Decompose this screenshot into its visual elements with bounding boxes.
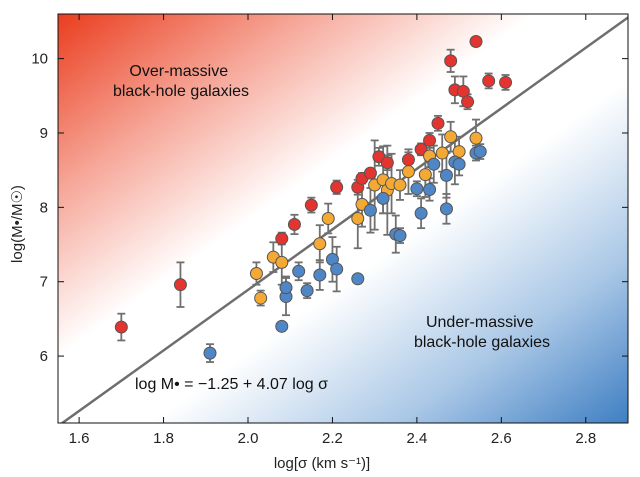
data-point bbox=[363, 166, 377, 180]
annotation-under-line-1: Under-massive bbox=[426, 314, 534, 331]
data-point bbox=[427, 157, 441, 171]
data-point bbox=[401, 153, 415, 167]
data-point bbox=[444, 54, 458, 68]
data-point bbox=[410, 182, 424, 196]
plot-frame bbox=[57, 13, 629, 424]
data-point bbox=[321, 212, 335, 225]
x-tick-label: 2.8 bbox=[575, 430, 596, 447]
data-point bbox=[473, 145, 487, 159]
data-point bbox=[435, 146, 449, 160]
data-point bbox=[452, 157, 466, 171]
data-point bbox=[444, 130, 458, 144]
data-point bbox=[482, 74, 496, 88]
data-point bbox=[469, 35, 483, 49]
data-point bbox=[439, 168, 453, 182]
data-point bbox=[275, 255, 289, 269]
data-point bbox=[393, 229, 407, 243]
x-tick-label: 2.4 bbox=[406, 430, 427, 447]
data-point bbox=[363, 203, 377, 217]
data-point bbox=[254, 291, 268, 305]
data-point bbox=[300, 284, 314, 298]
y-tick-label: 9 bbox=[40, 125, 48, 142]
data-point bbox=[401, 165, 415, 179]
data-point bbox=[279, 281, 293, 295]
data-point bbox=[461, 95, 475, 109]
x-tick-label: 1.6 bbox=[69, 430, 90, 447]
data-point bbox=[469, 131, 483, 145]
plot-background bbox=[58, 14, 628, 423]
data-point bbox=[203, 346, 217, 360]
data-point bbox=[423, 133, 437, 147]
data-point bbox=[304, 198, 318, 212]
y-tick-label: 7 bbox=[40, 274, 48, 291]
data-point bbox=[393, 178, 407, 192]
data-point bbox=[330, 180, 344, 194]
annotation-over-massive: Over-massive black-hole galaxies bbox=[113, 63, 249, 100]
data-point bbox=[499, 75, 513, 89]
x-tick-label: 2.6 bbox=[491, 430, 512, 447]
data-point bbox=[351, 272, 365, 286]
data-point bbox=[380, 156, 394, 170]
data-point bbox=[292, 264, 306, 278]
data-point bbox=[330, 262, 344, 276]
data-point bbox=[423, 182, 437, 196]
annotation-over-line-1: Over-massive bbox=[129, 63, 228, 80]
data-point bbox=[249, 267, 263, 281]
data-point bbox=[173, 278, 187, 292]
data-point bbox=[351, 212, 365, 225]
data-point bbox=[431, 116, 445, 130]
y-tick-label: 10 bbox=[31, 51, 48, 68]
annotation-over-line-2: black-hole galaxies bbox=[113, 83, 249, 100]
x-tick-label: 1.8 bbox=[153, 430, 174, 447]
y-axis-label: log(M•/M☉) bbox=[9, 185, 26, 263]
data-point bbox=[418, 168, 432, 182]
data-point bbox=[313, 237, 327, 251]
data-point bbox=[414, 206, 428, 220]
data-point bbox=[275, 232, 289, 246]
data-point bbox=[287, 217, 301, 231]
data-point bbox=[114, 320, 128, 334]
y-tick-label: 8 bbox=[40, 199, 48, 216]
y-tick-label: 6 bbox=[40, 348, 48, 365]
data-point bbox=[414, 142, 428, 156]
x-tick-label: 2.0 bbox=[238, 430, 259, 447]
x-tick-label: 2.2 bbox=[322, 430, 343, 447]
data-point bbox=[313, 268, 327, 282]
fit-equation-label: log M• = −1.25 + 4.07 log σ bbox=[135, 376, 328, 393]
data-point bbox=[439, 202, 453, 216]
annotation-under-massive: Under-massive black-hole galaxies bbox=[414, 314, 550, 351]
annotation-under-line-2: black-hole galaxies bbox=[414, 334, 550, 351]
x-axis-label: log[σ (km s⁻¹)] bbox=[274, 455, 370, 472]
data-point bbox=[275, 319, 289, 333]
data-point bbox=[376, 191, 390, 205]
fit-line bbox=[60, 16, 628, 423]
